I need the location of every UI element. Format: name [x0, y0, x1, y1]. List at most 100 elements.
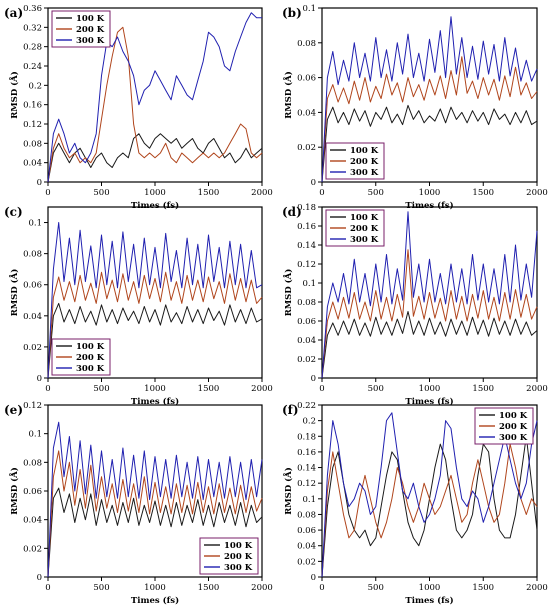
y-tick-label: 0.06 [23, 487, 42, 497]
legend-entry: 300 K [350, 168, 379, 178]
legend-entry: 100 K [76, 14, 105, 24]
chart-panel: (c) 0 500 1000 1500 2000 0 0.02 0.04 0.06 0.08 0.1 T… [4, 205, 273, 407]
y-tick-label: 0.32 [23, 23, 42, 33]
y-tick-label: 0.04 [297, 542, 316, 552]
y-tick-label: 0.18 [297, 432, 316, 442]
y-tick-label: 0.12 [297, 479, 316, 489]
y-tick-label: 0.02 [297, 143, 316, 153]
y-tick-label: 0.28 [23, 43, 42, 53]
y-tick-label: 0.36 [23, 4, 42, 14]
y-tick-label: 0.02 [297, 355, 316, 365]
chart-panel: (d) 0 500 1000 1500 2000 0 0.02 0.04 0.06 0.08 0.1 0… [282, 203, 548, 407]
legend-entry: 300 K [76, 36, 105, 46]
x-tick-label: 1500 [198, 384, 220, 394]
y-tick-label: 0.2 [302, 417, 316, 427]
y-tick-label: 0.16 [297, 448, 316, 458]
x-tick-label: 2000 [526, 583, 548, 593]
chart-panel: (f) 0 500 1000 1500 2000 0 0.02 0.04 0.06 0.08 0.1 0… [282, 401, 548, 606]
y-tick-label: 0.04 [23, 159, 42, 169]
y-tick-label: 0.16 [297, 222, 316, 232]
x-axis-label: Times (fs) [131, 396, 179, 407]
y-tick-label: 0.12 [23, 120, 42, 130]
legend-box [325, 142, 385, 180]
x-axis-label: Times (fs) [405, 396, 453, 407]
x-tick-label: 1000 [144, 384, 166, 394]
series-line-300k [321, 16, 538, 183]
y-axis-label: RMSD (Å) [8, 269, 20, 317]
y-tick-label: 0.06 [297, 526, 316, 536]
x-tick-label: 2000 [526, 188, 548, 198]
panel-label: (e) [4, 403, 23, 417]
chart-panel: (e) 0 500 1000 1500 2000 0 0.02 0.04 0.06 0.08 0.1 0… [4, 401, 273, 606]
y-tick-label: 0.16 [23, 101, 42, 111]
x-tick-label: 1500 [472, 384, 494, 394]
x-tick-label: 500 [93, 583, 109, 593]
x-tick-label: 2000 [251, 188, 273, 198]
x-tick-label: 2000 [251, 583, 273, 593]
legend-entry: 100 K [76, 342, 105, 352]
y-tick-label: 0.1 [302, 4, 316, 14]
legend-entry: 200 K [76, 353, 105, 363]
y-tick-label: 0.1 [302, 495, 316, 505]
y-tick-label: 0 [311, 573, 316, 583]
x-tick-label: 0 [45, 583, 50, 593]
y-tick-label: 0.06 [297, 74, 316, 84]
x-tick-label: 1000 [144, 188, 166, 198]
y-tick-label: 0 [37, 178, 42, 188]
chart-panel: (b) 0 500 1000 1500 2000 0 0.02 0.04 0.06 0.08 0.1 T… [282, 4, 548, 211]
y-tick-label: 0.1 [28, 430, 42, 440]
panel-label: (c) [4, 205, 23, 219]
panel-label: (d) [282, 205, 302, 219]
y-axis-label: RMSD (Å) [8, 467, 20, 515]
x-tick-label: 500 [368, 583, 384, 593]
y-tick-label: 0.1 [302, 279, 316, 289]
series-line-300k [47, 421, 263, 578]
legend-entry: 100 K [224, 541, 253, 551]
legend-entry: 300 K [224, 563, 253, 573]
legend-entry: 100 K [350, 146, 379, 156]
y-tick-label: 0 [37, 573, 42, 583]
y-tick-label: 0.06 [297, 317, 316, 327]
y-axis-label: RMSD (Å) [282, 467, 294, 515]
x-axis-label: Times (fs) [131, 200, 179, 211]
series-line-100k [321, 435, 538, 578]
series-line-100k [47, 487, 263, 578]
y-tick-label: 0.24 [23, 62, 42, 72]
y-tick-label: 0.08 [297, 510, 316, 520]
legend-entry: 200 K [499, 422, 528, 432]
y-tick-label: 0.04 [297, 336, 316, 346]
series-line-300k [47, 12, 262, 183]
x-tick-label: 0 [45, 384, 50, 394]
y-tick-label: 0 [311, 374, 316, 384]
y-axis-label: RMSD (Å) [282, 71, 294, 119]
y-tick-label: 0 [37, 374, 42, 384]
y-tick-label: 0.18 [297, 203, 316, 213]
y-tick-label: 0.04 [23, 516, 42, 526]
x-axis-label: Times (fs) [131, 595, 179, 606]
series-line-200k [321, 56, 538, 183]
x-tick-label: 0 [319, 583, 324, 593]
series-line-200k [321, 443, 538, 578]
y-tick-label: 0.14 [297, 464, 316, 474]
y-tick-label: 0.04 [23, 312, 42, 322]
legend-entry: 200 K [350, 224, 379, 234]
x-tick-label: 1000 [419, 583, 441, 593]
panel-label: (a) [4, 6, 23, 20]
legend-entry: 300 K [350, 235, 379, 245]
panel-label: (f) [282, 403, 299, 417]
y-tick-label: 0.08 [23, 458, 42, 468]
panel-label: (b) [282, 6, 302, 20]
x-tick-label: 0 [45, 188, 50, 198]
series-line-100k [321, 311, 538, 379]
x-tick-label: 500 [368, 384, 384, 394]
y-tick-label: 0.08 [23, 139, 42, 149]
legend-entry: 300 K [76, 364, 105, 374]
x-tick-label: 1500 [198, 188, 220, 198]
y-tick-label: 0.12 [297, 260, 316, 270]
y-axis-label: RMSD (Å) [282, 269, 294, 317]
